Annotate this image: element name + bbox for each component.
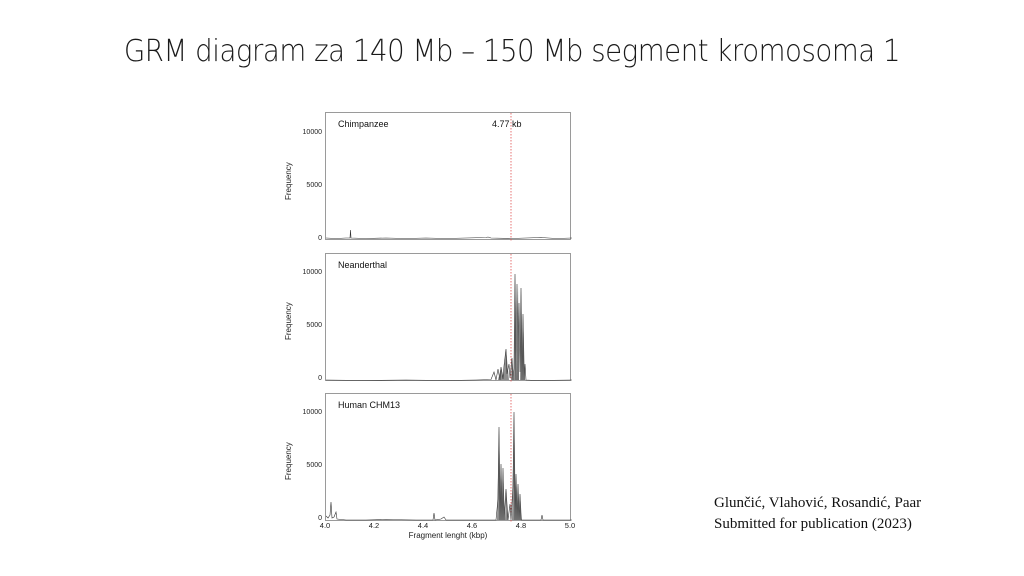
slide-title: GRM diagram za 140 Mb – 150 Mb segment k… (123, 34, 901, 69)
panel-human-chm13: Human CHM13 (325, 393, 572, 522)
panel-label-neanderthal: Neanderthal (338, 260, 388, 270)
chimpanzee-plot (326, 113, 572, 241)
panel-label-chimpanzee: Chimpanzee (338, 119, 389, 129)
panel-neanderthal: Neanderthal (325, 253, 572, 382)
xtick-4.4: 4.4 (417, 521, 429, 530)
panel-label-human-chm13: Human CHM13 (338, 400, 401, 410)
human-chm13-plot (326, 394, 572, 522)
xtick-4.0: 4.0 (319, 521, 331, 530)
ytick-10000: 10000 (302, 269, 322, 276)
citation-authors: Glunčić, Vlahović, Rosandić, Paar (714, 495, 922, 511)
xtick-5.0: 5.0 (564, 521, 576, 530)
ytick-5000: 5000 (306, 322, 322, 329)
ytick-10000: 10000 (302, 409, 322, 416)
ytick-0: 0 (318, 375, 322, 382)
citation-status: Submitted for publication (2023) (714, 516, 912, 532)
marker-label-4.77kb: 4.77 kb (492, 119, 522, 129)
ytick-10000: 10000 (302, 129, 322, 136)
ytick-5000: 5000 (306, 462, 322, 469)
x-axis-label: Fragment lenght (kbp) (408, 531, 488, 540)
xtick-4.2: 4.2 (368, 521, 380, 530)
citation: Glunčić, Vlahović, Rosandić, Paar Submit… (714, 493, 921, 535)
xtick-4.6: 4.6 (466, 521, 478, 530)
panel-chimpanzee: Chimpanzee 4.77 kb (325, 112, 572, 241)
ytick-0: 0 (318, 515, 322, 522)
xtick-4.8: 4.8 (515, 521, 527, 530)
ytick-0: 0 (318, 235, 322, 242)
ytick-5000: 5000 (306, 182, 322, 189)
neanderthal-plot (326, 254, 572, 382)
grm-figure: Frequency 10000 5000 0 Chimpanzee 4.77 k… (270, 100, 590, 550)
